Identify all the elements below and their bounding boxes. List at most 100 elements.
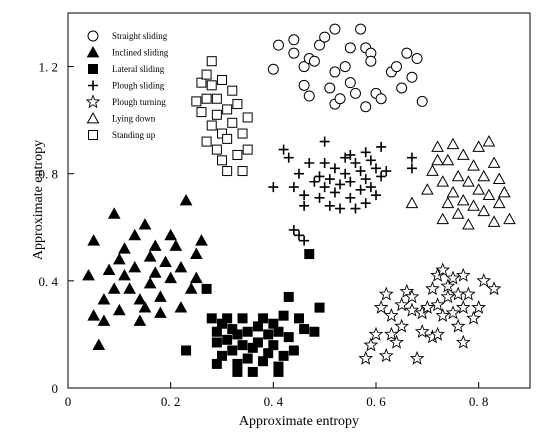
- data-point: [154, 290, 167, 302]
- data-point: [329, 163, 340, 174]
- data-point: [82, 268, 95, 281]
- data-point: [211, 144, 222, 155]
- data-point: [107, 207, 121, 219]
- data-point: [394, 318, 410, 333]
- data-point: [143, 250, 157, 262]
- plot-frame: [67, 12, 531, 389]
- data-point: [319, 158, 330, 168]
- data-point: [345, 149, 356, 160]
- data-point: [492, 172, 506, 184]
- data-point: [201, 93, 212, 104]
- data-point: [344, 42, 356, 54]
- x-tick-label: 0. 2: [161, 394, 181, 409]
- data-point: [138, 218, 152, 230]
- data-point: [159, 255, 172, 268]
- data-point: [430, 326, 445, 341]
- data-point: [446, 185, 460, 198]
- data-point: [273, 326, 284, 337]
- data-point: [436, 212, 450, 225]
- data-point: [237, 166, 248, 177]
- data-point: [324, 174, 335, 185]
- data-point: [411, 53, 423, 65]
- data-point: [227, 85, 238, 96]
- legend-label: Lying down: [112, 114, 156, 124]
- data-point: [164, 271, 178, 284]
- data-point: [148, 239, 162, 251]
- data-point: [456, 148, 470, 160]
- data-point: [299, 190, 310, 201]
- data-point: [268, 182, 279, 193]
- data-point: [87, 309, 101, 321]
- data-point: [164, 228, 178, 241]
- axis-ticks: [67, 66, 480, 389]
- data-point: [503, 212, 516, 225]
- data-point: [92, 338, 106, 351]
- data-point: [252, 321, 263, 332]
- data-point: [258, 356, 269, 367]
- data-point: [405, 196, 419, 209]
- x-tick-label: 0: [65, 394, 72, 409]
- data-point: [399, 283, 415, 298]
- data-point: [227, 117, 238, 128]
- data-point: [435, 262, 451, 277]
- data-point: [288, 34, 300, 46]
- data-point: [196, 77, 207, 88]
- data-point: [201, 283, 212, 294]
- data-point: [184, 282, 198, 294]
- data-point: [358, 350, 374, 365]
- data-point: [404, 289, 420, 304]
- data-point: [268, 318, 279, 329]
- data-point: [467, 159, 480, 171]
- data-point: [148, 266, 162, 278]
- data-point: [451, 207, 465, 219]
- legend-marker: [86, 111, 100, 124]
- data-point: [247, 366, 258, 377]
- x-tick-label: 0. 8: [469, 394, 489, 409]
- data-point: [232, 149, 243, 160]
- data-point: [217, 128, 227, 139]
- data-point: [268, 340, 279, 351]
- data-point: [420, 183, 434, 195]
- data-point: [404, 302, 420, 317]
- data-point: [450, 318, 466, 333]
- data-point: [298, 79, 310, 91]
- data-point: [350, 158, 361, 168]
- data-point: [222, 313, 233, 324]
- data-point: [394, 297, 410, 312]
- data-point: [440, 289, 456, 304]
- data-point: [349, 87, 361, 99]
- data-point: [376, 141, 387, 152]
- data-point: [222, 133, 233, 144]
- y-tick-label: 0. 4: [39, 274, 59, 289]
- data-point: [272, 39, 284, 51]
- data-point: [355, 23, 367, 35]
- data-point: [319, 182, 330, 193]
- data-point: [283, 332, 294, 343]
- data-point: [455, 334, 471, 349]
- data-point: [211, 358, 222, 369]
- data-point: [242, 326, 253, 337]
- data-point: [133, 293, 147, 305]
- data-point: [375, 93, 387, 105]
- data-point: [263, 329, 274, 340]
- x-tick-label: 0. 6: [366, 394, 386, 409]
- data-point: [237, 313, 248, 324]
- data-point: [232, 366, 243, 377]
- data-point: [445, 305, 461, 320]
- data-point: [345, 176, 356, 187]
- data-point: [391, 61, 403, 73]
- data-point: [406, 152, 417, 163]
- data-point: [360, 198, 371, 209]
- data-point: [378, 348, 394, 363]
- data-point: [314, 192, 325, 203]
- data-point: [455, 299, 471, 314]
- data-point: [376, 171, 387, 182]
- data-point: [112, 303, 126, 316]
- data-point: [191, 96, 202, 107]
- y-tick-label: 1. 2: [39, 60, 59, 75]
- data-point: [461, 286, 476, 301]
- legend-marker: [87, 30, 99, 42]
- data-point: [355, 166, 366, 177]
- data-point: [97, 314, 111, 326]
